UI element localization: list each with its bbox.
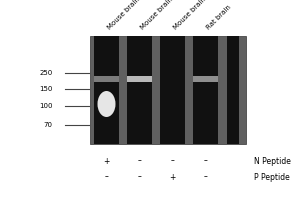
Text: 100: 100 xyxy=(39,103,52,109)
Text: N Peptide: N Peptide xyxy=(254,156,290,166)
Bar xyxy=(160,36,185,144)
Text: –: – xyxy=(138,156,141,166)
Bar xyxy=(90,36,246,144)
Bar xyxy=(193,36,218,144)
Text: P Peptide: P Peptide xyxy=(254,172,289,182)
Text: –: – xyxy=(105,172,108,182)
Text: 70: 70 xyxy=(44,122,52,128)
Text: +: + xyxy=(103,156,110,166)
Bar xyxy=(127,36,152,144)
Text: –: – xyxy=(138,172,141,182)
Ellipse shape xyxy=(98,91,116,117)
Text: 250: 250 xyxy=(39,70,52,76)
Text: Mouse brain: Mouse brain xyxy=(106,0,141,31)
Bar xyxy=(193,76,218,82)
Text: –: – xyxy=(204,172,207,182)
Text: Mouse brain: Mouse brain xyxy=(140,0,174,31)
Bar xyxy=(94,36,119,144)
Bar xyxy=(127,76,152,82)
Text: 150: 150 xyxy=(39,86,52,92)
Text: Rat brain: Rat brain xyxy=(206,4,232,31)
Bar xyxy=(94,76,119,82)
Text: +: + xyxy=(169,172,176,182)
Text: –: – xyxy=(204,156,207,166)
Text: –: – xyxy=(171,156,174,166)
Bar xyxy=(226,36,238,144)
Text: Mouse brain: Mouse brain xyxy=(172,0,207,31)
